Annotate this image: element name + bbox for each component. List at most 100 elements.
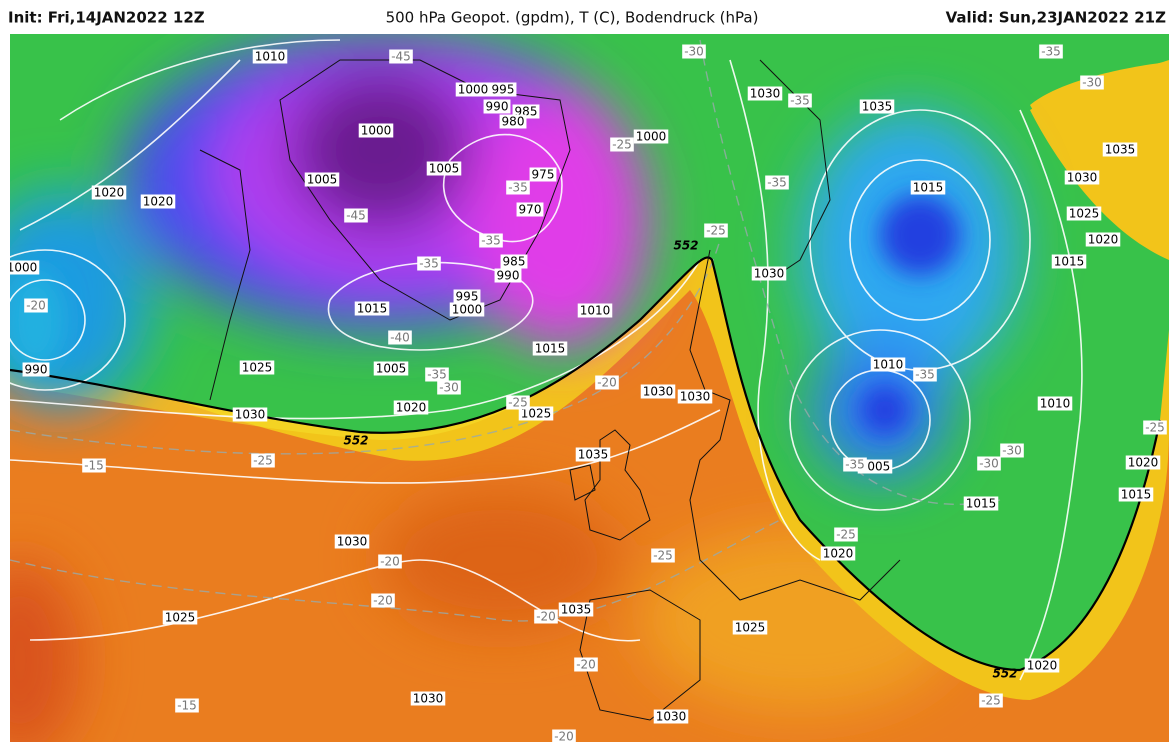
temperature-label: -25 <box>508 396 528 410</box>
isotherms <box>10 39 1001 622</box>
temperature-label-box <box>913 367 937 382</box>
isobar-label-group: 1020 <box>1024 658 1060 673</box>
isobar-label-box <box>1064 170 1100 185</box>
isobar-label-box <box>1085 232 1121 247</box>
temperature-label-group: -25 <box>704 223 728 238</box>
isobar-label-box <box>747 86 783 101</box>
isobar-label-group: 975 <box>529 167 557 182</box>
temperature-label-group: -25 <box>251 453 275 468</box>
isobar <box>19 59 241 231</box>
isobar-label-box <box>1102 142 1138 157</box>
isobar-label-box <box>334 534 370 549</box>
temperature-label-box <box>425 367 449 382</box>
temperature-label: -15 <box>177 699 197 713</box>
temperature-label-group: -15 <box>82 458 106 473</box>
temperature-label-box <box>378 554 402 569</box>
isobar-label: 995 <box>492 83 515 97</box>
temperature-label: -25 <box>981 694 1001 708</box>
temperature-label: -25 <box>1145 421 1165 435</box>
isobar-label-box <box>633 129 669 144</box>
temperature-label-box <box>534 609 558 624</box>
temperature-label-group: -25 <box>834 527 858 542</box>
isobar-label: 1030 <box>235 408 266 422</box>
isobar-label-box <box>1024 658 1060 673</box>
isobar-label-group: 1015 <box>532 341 568 356</box>
temperature-label-group: -30 <box>682 44 706 59</box>
isobar-label: 1005 <box>429 162 460 176</box>
isobar <box>10 259 701 420</box>
isobar-label: 1025 <box>242 361 273 375</box>
isobar-label-group: 995 <box>489 82 517 97</box>
isobar-label-box <box>751 266 787 281</box>
temperature-label-box <box>1143 420 1167 435</box>
temperature-label: -20 <box>373 594 393 608</box>
temperature-label-box <box>610 137 634 152</box>
isobar-label: 1025 <box>165 611 196 625</box>
isobar-label: 1010 <box>255 50 286 64</box>
isobar-label: 1020 <box>396 401 427 415</box>
temperature-label-group: -25 <box>506 395 530 410</box>
coastline <box>569 464 596 501</box>
isobar-label-group: 1020 <box>140 194 176 209</box>
isobar-label: 1025 <box>735 621 766 635</box>
isobar-label-group: 985 <box>500 254 528 269</box>
map-title: 500 hPa Geopot. (gpdm), T (C), Bodendruc… <box>386 9 759 27</box>
isobar-label-box <box>162 610 198 625</box>
temperature-label: -45 <box>346 209 366 223</box>
temperature-label: -20 <box>26 299 46 313</box>
isobar-label-group: 1030 <box>640 384 676 399</box>
temperature-label-box <box>437 380 461 395</box>
temperature-label-box <box>552 729 576 742</box>
isobar-label: 1030 <box>337 535 368 549</box>
isobar-label-box <box>529 167 557 182</box>
temperature-label-group: -20 <box>371 593 395 608</box>
temperature-label-box <box>479 233 503 248</box>
isobar-label: 1035 <box>561 603 592 617</box>
isobar-label: 1025 <box>1069 207 1100 221</box>
temperature-label-box <box>843 457 867 472</box>
isobar-label-group: 970 <box>516 202 544 217</box>
isobar-label-group: 1030 <box>334 534 370 549</box>
isobar-label-group: 1030 <box>751 266 787 281</box>
isotherm <box>10 519 781 622</box>
isobar-label-box <box>500 254 528 269</box>
isobar-label-box <box>426 161 462 176</box>
isobar-label: 1020 <box>143 195 174 209</box>
isobar-label-box <box>870 357 906 372</box>
isobar-label: 1005 <box>376 362 407 376</box>
temperature-label-box <box>389 49 413 64</box>
isobar-label-box <box>575 447 611 462</box>
isobar <box>10 409 721 484</box>
coastline <box>689 249 901 601</box>
temperature-label: -20 <box>536 610 556 624</box>
isobar-label: 1015 <box>913 181 944 195</box>
temperature-label-box <box>595 375 619 390</box>
isobar-label-box <box>653 709 689 724</box>
temperature-label: -20 <box>597 376 617 390</box>
isobar-label-group: 1015 <box>1118 487 1154 502</box>
temperature-label-box <box>1000 443 1024 458</box>
temperature-label-group: -30 <box>437 380 461 395</box>
temperature-label-group: -35 <box>765 175 789 190</box>
isobar-label-box <box>499 114 527 129</box>
temperature-label: -30 <box>684 45 704 59</box>
temperature-label-box <box>175 698 199 713</box>
isotherm <box>10 239 721 455</box>
temperature-label-group: -35 <box>788 93 812 108</box>
isobar <box>59 39 341 121</box>
geopotential-label-group: 552 <box>673 239 698 253</box>
isobar-label: 1000 <box>7 261 38 275</box>
isobar-label-group: 1025 <box>162 610 198 625</box>
temperature-label-group: -20 <box>552 729 576 742</box>
temperature-label-box <box>1080 75 1104 90</box>
coastline <box>584 429 651 541</box>
isobar-label: 1030 <box>1067 171 1098 185</box>
temperature-label-box <box>1039 44 1063 59</box>
temperature-label: -35 <box>419 257 439 271</box>
isobar-label-group: 1005 <box>426 161 462 176</box>
isobar-label: 995 <box>456 290 479 304</box>
isobar-label: 1015 <box>535 342 566 356</box>
temperature-label-group: -20 <box>574 657 598 672</box>
temperature-label-group: -30 <box>1080 75 1104 90</box>
